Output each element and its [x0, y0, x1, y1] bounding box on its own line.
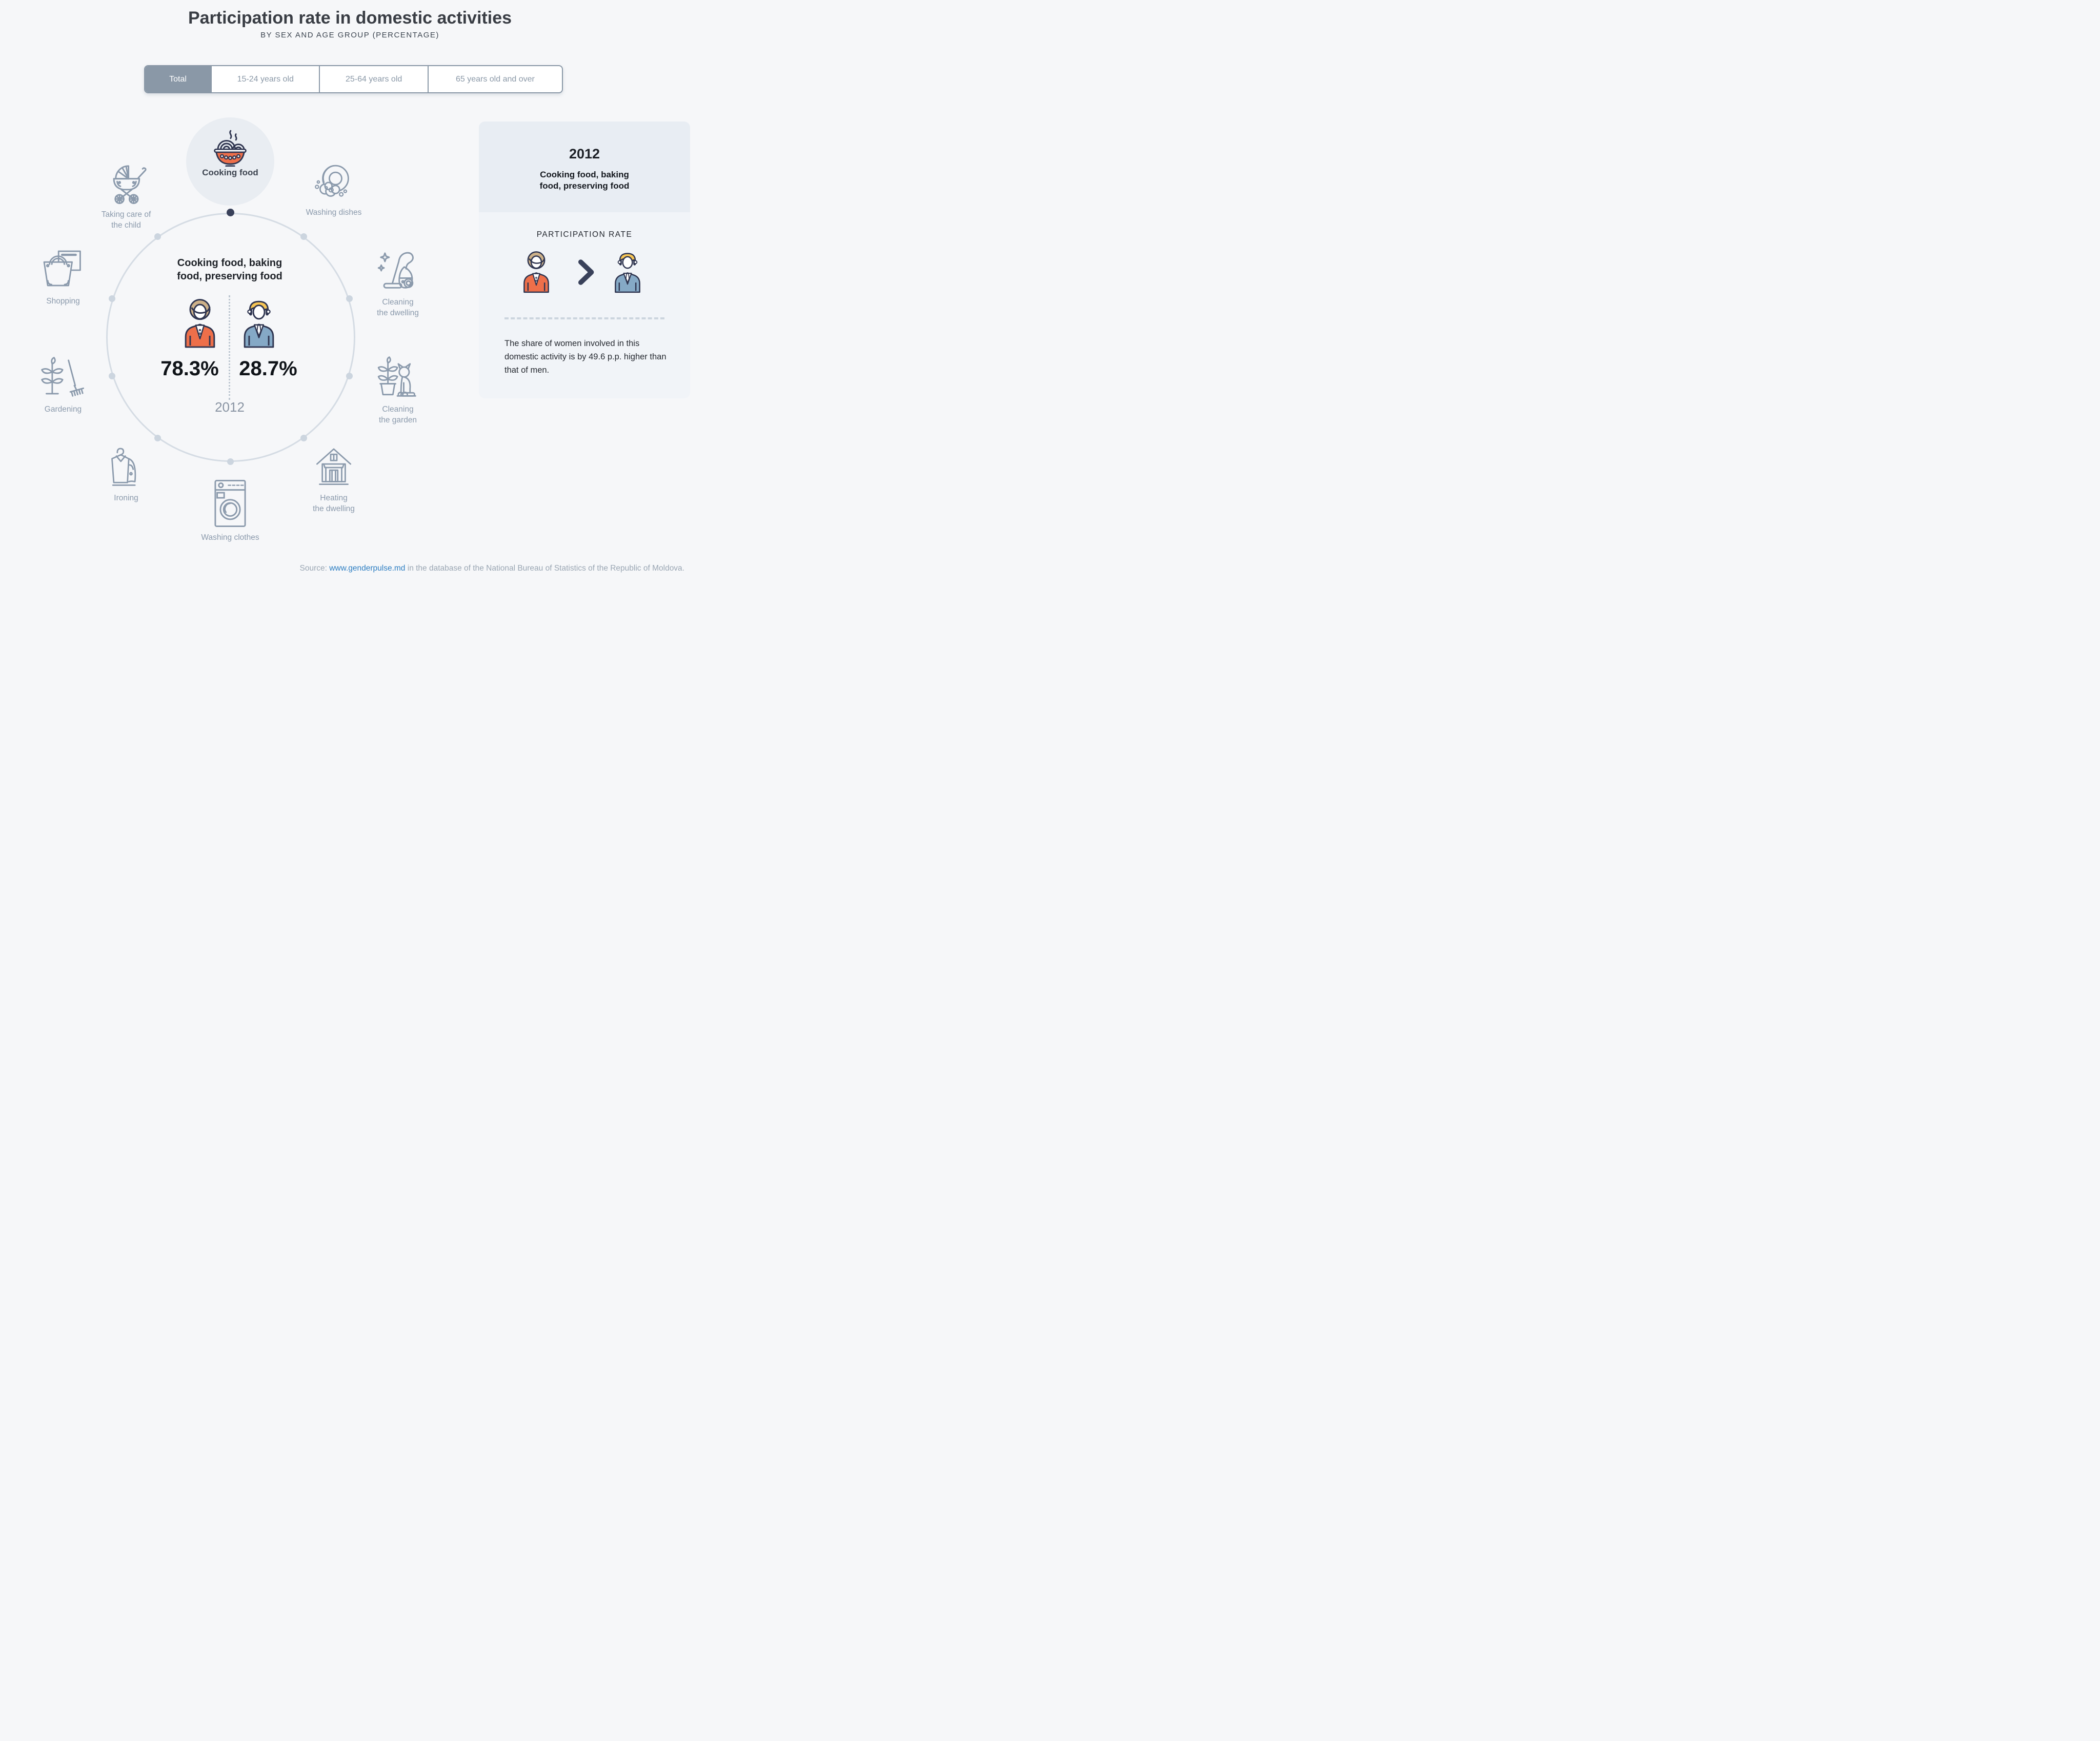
tab-65-over[interactable]: 65 years old and over: [429, 66, 562, 92]
activity-label: Gardening: [44, 405, 82, 414]
woman-icon: [523, 251, 549, 293]
circle-node-dot: [109, 373, 115, 379]
selected-activity-title: Cooking food, baking food, preserving fo…: [177, 257, 282, 282]
activity-label: Shopping: [46, 297, 80, 306]
source-link[interactable]: www.genderpulse.md: [329, 564, 406, 573]
activity-taking-care-of-the-child[interactable]: Taking care of the child: [88, 159, 165, 231]
activity-label: Washing clothes: [201, 533, 259, 542]
infographic-page: Participation rate in domestic activitie…: [0, 0, 700, 580]
man-icon: [615, 253, 640, 293]
greater-than-icon: [578, 259, 594, 285]
male-rate-value: 28.7%: [239, 357, 297, 380]
circle-node-dot: [300, 435, 307, 441]
activity-shopping[interactable]: Shopping: [25, 248, 102, 307]
house-icon: [316, 448, 352, 485]
activity-gardening[interactable]: Gardening: [25, 356, 102, 415]
circle-node-dot: [346, 373, 353, 379]
activity-label: Taking care of the child: [101, 210, 151, 230]
circle-node-dot: [300, 233, 307, 240]
tab-total[interactable]: Total: [145, 66, 212, 92]
circle-node-dot: [154, 435, 161, 441]
source-note: Source: www.genderpulse.md in the databa…: [300, 564, 685, 573]
panel-year: 2012: [569, 146, 600, 161]
year-label: 2012: [215, 399, 245, 415]
age-group-tabs: Total 15-24 years old 25-64 years old 65…: [144, 65, 563, 93]
baby-stroller-icon: [113, 165, 147, 204]
activity-label: Cooking food: [202, 168, 258, 177]
source-suffix: in the database of the National Bureau o…: [405, 564, 684, 573]
activity-cleaning-the-garden[interactable]: Cleaning the garden: [359, 356, 436, 426]
activity-label: Cleaning the garden: [378, 405, 417, 425]
dashed-divider: [504, 317, 664, 319]
cooking-food-icon: [214, 130, 247, 167]
activity-heating-the-dwelling[interactable]: Heating the dwelling: [295, 446, 372, 515]
activity-washing-clothes[interactable]: Washing clothes: [192, 478, 269, 543]
panel-activity-title: Cooking food, baking food, preserving fo…: [539, 170, 630, 191]
detail-panel: 2012 Cooking food, baking food, preservi…: [479, 122, 690, 398]
iron-icon: [111, 448, 136, 486]
activities-circle: [106, 213, 355, 462]
circle-node-dot: [154, 233, 161, 240]
activity-cooking-food[interactable]: Cooking food: [186, 117, 274, 206]
woman-icon: [185, 299, 215, 348]
activity-ironing[interactable]: Ironing: [88, 446, 165, 503]
activity-label: Cleaning the dwelling: [377, 298, 419, 318]
activity-washing-dishes[interactable]: Washing dishes: [295, 160, 372, 218]
tab-label: 25-64 years old: [345, 74, 402, 84]
plant-and-rake-icon: [41, 357, 85, 397]
participation-rate-heading: PARTICIPATION RATE: [536, 230, 633, 239]
center-divider: [229, 295, 230, 400]
activity-label: Washing dishes: [306, 208, 362, 217]
tab-15-24[interactable]: 15-24 years old: [212, 66, 320, 92]
vacuum-cleaner-icon: [377, 252, 414, 289]
circle-node-dot: [346, 295, 353, 302]
activity-cleaning-the-dwelling[interactable]: Cleaning the dwelling: [359, 248, 436, 319]
page-title: Participation rate in domestic activitie…: [188, 8, 512, 28]
washing-machine-icon: [214, 480, 246, 527]
tab-25-64[interactable]: 25-64 years old: [320, 66, 429, 92]
shopping-bag-icon: [43, 250, 81, 287]
circle-node-dot: [227, 458, 234, 465]
man-icon: [244, 300, 274, 348]
tab-label: 15-24 years old: [237, 74, 294, 84]
washing-dishes-icon: [315, 165, 349, 197]
activity-label: Heating the dwelling: [313, 494, 355, 514]
circle-node-dot: [109, 295, 115, 302]
tab-label: 65 years old and over: [455, 74, 535, 84]
tab-label: Total: [169, 74, 187, 84]
activity-label: Ironing: [114, 494, 138, 502]
plant-and-cat-icon: [377, 356, 416, 397]
detail-panel-header: 2012 Cooking food, baking food, preservi…: [479, 122, 690, 212]
circle-node-dot-active: [227, 209, 234, 216]
female-rate-value: 78.3%: [160, 357, 219, 380]
source-prefix: Source:: [299, 564, 330, 573]
panel-description: The share of women involved in this dome…: [504, 339, 667, 375]
page-subtitle: BY SEX AND AGE GROUP (PERCENTAGE): [260, 31, 439, 39]
